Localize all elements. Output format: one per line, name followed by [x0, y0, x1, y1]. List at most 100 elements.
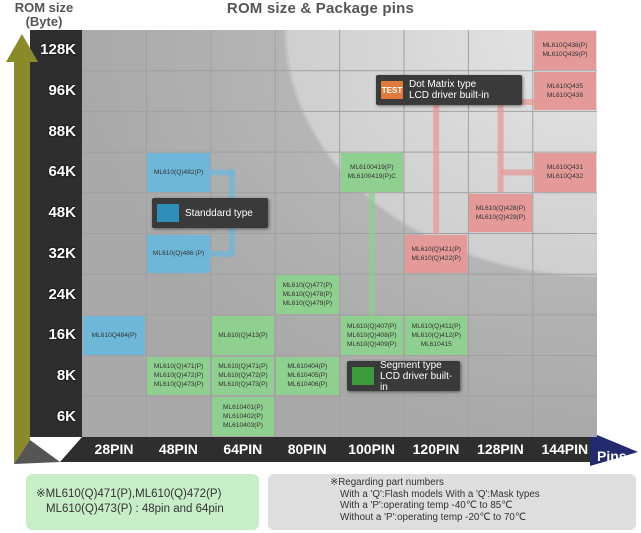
y-axis-title-line2: (Byte) [25, 14, 63, 29]
y-axis-title-line1: ROM size [14, 0, 74, 15]
part-number: ML610404(P) [287, 363, 328, 371]
part-cell: ML610(Q)471(P) ML610(Q)472(P) ML610(Q)473(… [211, 356, 275, 396]
part-cell: ML610Q484(P) [83, 315, 146, 355]
note-part-numbers-line3: With a 'P':operating temp -40℃ to 85℃ [340, 500, 513, 511]
callout-line: LCD driver built-in [380, 370, 453, 393]
part-cell: ML610(Q)471(P) ML610(Q)472(P) ML610(Q)473(… [147, 356, 210, 396]
x-tick-label: 100PIN [348, 441, 395, 457]
part-cell: ML610(Q)411(P) ML610(Q)412(P) ML610415 [405, 315, 468, 355]
callout-green: Segment type LCD driver built-in [347, 360, 460, 393]
callout-text: Segment type LCD driver built-in [380, 360, 460, 393]
chart-title: ROM size & Package pins [226, 0, 415, 17]
cells-layer: ML610Q484(P) ML610(Q)482(P) ML610(Q)486 (P… [82, 30, 597, 437]
part-number: ML610(Q)409(P) [347, 340, 397, 348]
note-package-pins-line2: ML610(Q)473(P) : 48pin and 64pin [46, 503, 224, 515]
y-tick-label: 88K [48, 122, 76, 140]
part-number: ML6100419(P) [349, 164, 394, 172]
part-number: ML610(Q)473(P) [218, 381, 268, 389]
note-package-pins: ※ML610(Q)471(P),ML610(Q)472(P) ML610(Q)4… [26, 474, 259, 530]
note-package-pins-line1: ※ML610(Q)471(P),ML610(Q)472(P) [36, 488, 222, 500]
connector-green [368, 192, 375, 315]
x-axis-band [60, 437, 597, 462]
part-number: ML610(Q)413(P) [218, 331, 268, 339]
chart-frame [6, 30, 638, 466]
x-axis-arrowhead [590, 432, 638, 466]
y-axis-title: ROM size (Byte) [4, 1, 84, 29]
part-number: ML610Q439(P) [542, 51, 588, 59]
x-tick-label: 48PIN [158, 441, 198, 457]
part-cell: ML610(Q)421(P) ML610(Q)422(P) [405, 234, 468, 274]
part-number: ML610(Q)471(P) [153, 363, 204, 371]
part-number: ML610Q438(P) [542, 42, 588, 50]
part-number: ML610(Q)428(P) [475, 205, 526, 213]
callout-line: Dot Matrix type [409, 79, 477, 90]
part-number: ML610Q435 [546, 83, 584, 91]
part-number: ML610Q436 [546, 92, 584, 100]
part-cell: ML610(Q)413(P) [211, 315, 275, 355]
x-tick-label: 144PIN [541, 441, 589, 457]
y-tick-label: 6K [56, 407, 76, 425]
part-number: ML610(Q)412(P) [411, 331, 461, 339]
callout-text: Standdard type [185, 208, 253, 219]
corner-bevel [14, 440, 60, 464]
part-cell: ML610(Q)482(P) [147, 153, 210, 192]
part-cell: ML610(Q)407(P) ML610(Q)408(P) ML610(Q)409(… [340, 315, 403, 355]
y-tick-label: 8K [56, 366, 76, 384]
x-tick-label: 120PIN [412, 441, 460, 457]
x-tick-label: 128PIN [477, 441, 524, 457]
part-number: ML610(Q)421(P) [411, 245, 461, 253]
connector-pink [433, 101, 440, 234]
part-number: ML610(Q)486 (P) [152, 250, 205, 258]
segment-type-icon [352, 367, 374, 385]
part-cell: ML610(Q)428(P) ML610(Q)429(P) [469, 193, 532, 233]
y-tick-label: 16K [48, 326, 76, 344]
x-tick-label: 64PIN [223, 441, 263, 457]
part-cell: ML610(Q)477(P) ML610(Q)478(P) ML610(Q)479(… [276, 275, 339, 314]
part-number: ML610Q484(P) [91, 331, 137, 339]
note-part-numbers-line4: Without a 'P':operating temp -20℃ to 70℃ [340, 511, 526, 523]
connector-pink [497, 101, 504, 193]
connector-pink [500, 169, 565, 176]
x-tick-label: 80PIN [287, 441, 327, 457]
part-number: ML610(Q)408(P) [347, 331, 397, 339]
y-axis-band [30, 30, 82, 437]
standard-type-icon [157, 204, 179, 222]
part-cell: ML610401(P) ML610402(P) ML610403(P) [211, 397, 275, 436]
callout-line: Standdard type [185, 207, 253, 219]
x-tick-label: 28PIN [94, 441, 134, 457]
part-cell: ML610Q438(P) ML610Q439(P) [533, 31, 597, 70]
part-number: ML610(Q)477(P) [282, 282, 333, 290]
part-number: ML6100419(P)C [347, 173, 396, 181]
callout-blue: Standdard type [152, 198, 268, 228]
part-cell: ML610Q431 ML610Q432 [533, 153, 597, 192]
y-tick-label: 64K [48, 163, 76, 181]
part-number: ML610(Q)429(P) [475, 214, 526, 222]
part-number: ML610(Q)473(P) [153, 381, 204, 389]
part-number: ML610Q432 [546, 173, 584, 181]
dot-matrix-type-icon: TEST [381, 81, 403, 99]
grid-lines [82, 30, 597, 437]
y-tick-label: 24K [48, 285, 76, 303]
y-tick-label: 96K [48, 82, 76, 100]
callout-text: Dot Matrix type LCD driver built-in [409, 79, 489, 101]
part-number: ML610405(P) [287, 372, 328, 380]
y-tick-label: 128K [40, 41, 76, 59]
callout-line: Segment type [380, 359, 442, 371]
part-number: ML610(Q)472(P) [218, 372, 268, 380]
y-tick-label: 48K [48, 204, 76, 222]
x-axis-title: Pins [597, 448, 627, 464]
part-cell: ML610404(P) ML610405(P) ML610406(P) [276, 356, 339, 396]
part-number: ML610(Q)472(P) [153, 372, 204, 380]
note-part-numbers: ※Regarding part numbers With a 'Q':Flash… [268, 474, 636, 530]
part-number: ML610401(P) [223, 404, 263, 412]
part-number: ML610406(P) [287, 381, 328, 389]
grid-area: ML610Q484(P) ML610(Q)482(P) ML610(Q)486 (P… [82, 30, 597, 437]
y-tick-label: 32K [48, 244, 76, 262]
callout-line: LCD driver built-in [409, 90, 490, 101]
part-number: ML610Q431 [546, 164, 584, 172]
part-number: ML610(Q)422(P) [411, 254, 461, 262]
part-number: ML610(Q)478(P) [282, 291, 333, 299]
part-cell: ML610Q435 ML610Q436 [533, 71, 597, 111]
y-axis-arrow [6, 34, 38, 464]
part-number: ML610(Q)407(P) [347, 322, 397, 330]
